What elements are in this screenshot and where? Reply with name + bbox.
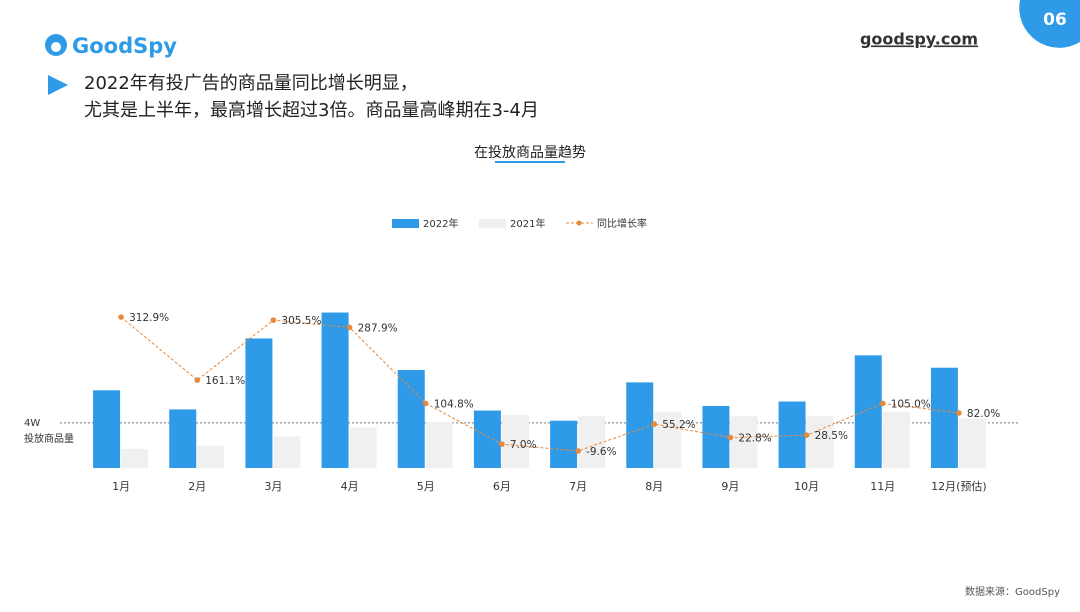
headline: 尤其是上半年，最高增长超过3倍。商品量高峰期在3-4月: [84, 100, 539, 121]
rate-point: [727, 434, 734, 441]
rate-point: [803, 432, 810, 438]
x-tick-label: 8月: [645, 480, 663, 493]
rate-point: [575, 448, 581, 454]
bar: [854, 355, 882, 468]
x-tick-label: 3月: [264, 480, 282, 493]
x-tick-label: 4月: [341, 480, 359, 493]
headline-marker: [48, 75, 68, 95]
rate-point: [956, 410, 962, 416]
site: goodspy.com: [860, 30, 978, 49]
bar: [806, 416, 834, 468]
bar: [425, 421, 453, 468]
bar: [930, 367, 958, 468]
data-label: -9.6%: [586, 446, 616, 458]
bar: [169, 409, 197, 468]
bar: [882, 411, 910, 468]
legend-label: 2021年: [510, 217, 545, 230]
legend-swatch: [392, 219, 419, 228]
bar: [550, 420, 578, 468]
x-tick-label: 11月: [870, 480, 895, 493]
bar: [473, 410, 501, 468]
data-label: 305.5%: [281, 315, 321, 327]
source: 数据来源：GoodSpy: [965, 585, 1060, 598]
rate-point: [499, 441, 505, 447]
data-label: 55.2%: [662, 419, 695, 431]
rate-point: [422, 400, 429, 407]
x-tick-label: 1月: [112, 480, 130, 493]
bar: [778, 401, 806, 468]
rate-point: [194, 377, 201, 383]
bar: [501, 415, 529, 468]
bar: [245, 338, 273, 468]
y-axis-label: 投放商品量: [24, 432, 74, 445]
logo-icon-eye: [51, 42, 61, 52]
rate-point: [270, 317, 277, 323]
legend-swatch: [576, 220, 582, 226]
title-underline: [495, 161, 565, 163]
bar: [273, 436, 301, 468]
y-tick-label: 4W: [24, 418, 40, 429]
data-label: 7.0%: [510, 439, 537, 451]
rate-point: [651, 421, 658, 427]
data-label: 105.0%: [891, 398, 931, 410]
bar: [397, 369, 425, 468]
bar: [121, 448, 149, 468]
logo-text: GoodSpy: [72, 34, 177, 58]
data-label: 28.5%: [815, 430, 848, 442]
x-tick-label: 7月: [569, 480, 587, 493]
data-label: 22.8%: [738, 433, 771, 445]
bar: [626, 382, 654, 468]
x-tick-label: 6月: [493, 480, 511, 493]
bar: [93, 390, 121, 468]
x-tick-label: 9月: [721, 480, 739, 493]
legend-swatch: [479, 219, 506, 228]
legend-label: 同比增长率: [597, 217, 647, 230]
chart-title: 在投放商品量趋势: [474, 145, 586, 161]
legend-label: 2022年: [423, 217, 458, 230]
bar: [349, 427, 377, 468]
headline: 2022年有投广告的商品量同比增长明显，: [84, 73, 418, 94]
bar: [958, 418, 986, 468]
corner-badge: [1019, 0, 1080, 48]
page-number: 06: [1043, 10, 1067, 30]
data-label: 161.1%: [205, 375, 245, 387]
data-label: 287.9%: [358, 322, 398, 334]
x-tick-label: 2月: [188, 480, 206, 493]
bar: [321, 312, 349, 468]
data-label: 82.0%: [967, 408, 1000, 420]
rate-point: [879, 400, 886, 407]
data-label: 104.8%: [434, 398, 474, 410]
data-label: 312.9%: [129, 312, 169, 324]
bar: [730, 416, 758, 468]
bar: [578, 416, 606, 468]
rate-point: [118, 314, 124, 320]
x-tick-label: 10月: [794, 480, 819, 493]
bar: [197, 445, 225, 468]
x-tick-label: 12月(预估): [931, 480, 987, 493]
rate-line: [120, 316, 959, 452]
rate-point: [346, 324, 353, 331]
x-tick-label: 5月: [417, 480, 435, 493]
bar: [654, 411, 682, 468]
